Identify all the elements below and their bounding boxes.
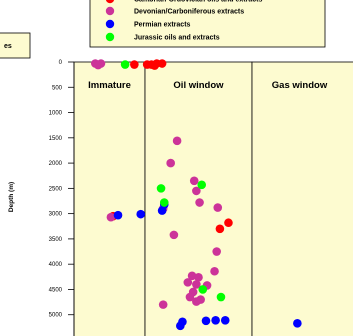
data-point: [183, 278, 193, 287]
legend-label: Devonian/Carboniferous extracts: [134, 9, 244, 16]
y-tick-label: 4000: [49, 262, 63, 268]
legend-label: Permian extracts: [134, 22, 191, 29]
data-point: [211, 315, 220, 325]
data-point: [192, 297, 201, 306]
data-point: [198, 285, 208, 294]
data-point: [113, 210, 123, 220]
data-point: [192, 280, 201, 289]
data-point: [156, 184, 166, 193]
y-tick-label: 1000: [49, 111, 63, 117]
zone-label: Oil window: [173, 80, 224, 91]
legend-label: Jurassic oils and extracts: [134, 35, 220, 42]
data-point: [197, 180, 207, 190]
y-tick-label: 2500: [49, 186, 63, 192]
data-point: [157, 206, 167, 215]
data-points: [91, 59, 302, 331]
legend-box: [89, 0, 326, 48]
legend-marker: [105, 6, 115, 16]
y-tick-label: 5000: [49, 313, 63, 319]
data-point: [220, 315, 230, 325]
data-point: [187, 271, 197, 281]
data-point: [212, 247, 221, 256]
data-point: [195, 198, 204, 207]
y-tick-label: 4500: [49, 287, 63, 293]
data-point: [93, 60, 103, 70]
data-point: [213, 203, 223, 212]
data-point: [189, 176, 199, 186]
data-point: [136, 209, 146, 219]
data-point: [216, 292, 226, 302]
y-tick-label: 0: [59, 60, 63, 66]
legend-marker: [105, 19, 115, 29]
legend-marker: [105, 0, 115, 4]
left-partial-box: [0, 32, 31, 59]
data-point: [158, 300, 168, 309]
legend-marker: [105, 32, 115, 42]
data-point: [224, 218, 233, 228]
data-point: [130, 60, 139, 69]
y-tick-label: 3500: [49, 237, 63, 243]
data-point: [201, 316, 211, 326]
data-point: [157, 59, 167, 68]
y-axis: 0 500 1000 1500 2000 2500 3000 3500 4000 4500 5000…: [49, 60, 75, 336]
data-point: [150, 61, 159, 70]
zone-label: Immature: [88, 80, 131, 91]
y-tick-label: 1500: [49, 136, 63, 142]
data-point: [176, 321, 185, 331]
data-point: [120, 60, 130, 69]
legend: Cambrian-Ordovician oils and extracts Dev…: [105, 0, 262, 42]
data-point: [185, 292, 195, 302]
data-point: [106, 212, 116, 222]
zone-label: Gas window: [272, 80, 328, 91]
data-point: [293, 319, 302, 328]
y-tick-label: 500: [52, 85, 63, 91]
data-point: [172, 136, 182, 146]
legend-label: Cambrian-Ordovician oils and extracts: [134, 0, 262, 4]
data-point: [169, 230, 179, 240]
data-point: [192, 186, 201, 196]
data-point: [159, 198, 169, 207]
zone-1-background: [73, 61, 146, 336]
data-point: [215, 224, 225, 234]
left-partial-box-text: es: [4, 43, 12, 50]
y-tick-label: 3000: [49, 212, 63, 218]
data-point: [194, 273, 203, 282]
zone-3-background: [251, 61, 353, 336]
data-point: [166, 158, 175, 168]
maturity-zones: Immature Oil window Gas window: [73, 61, 353, 336]
y-axis-title: Depth (m): [8, 182, 15, 212]
data-point: [210, 266, 219, 276]
y-tick-label: 2000: [49, 161, 63, 167]
